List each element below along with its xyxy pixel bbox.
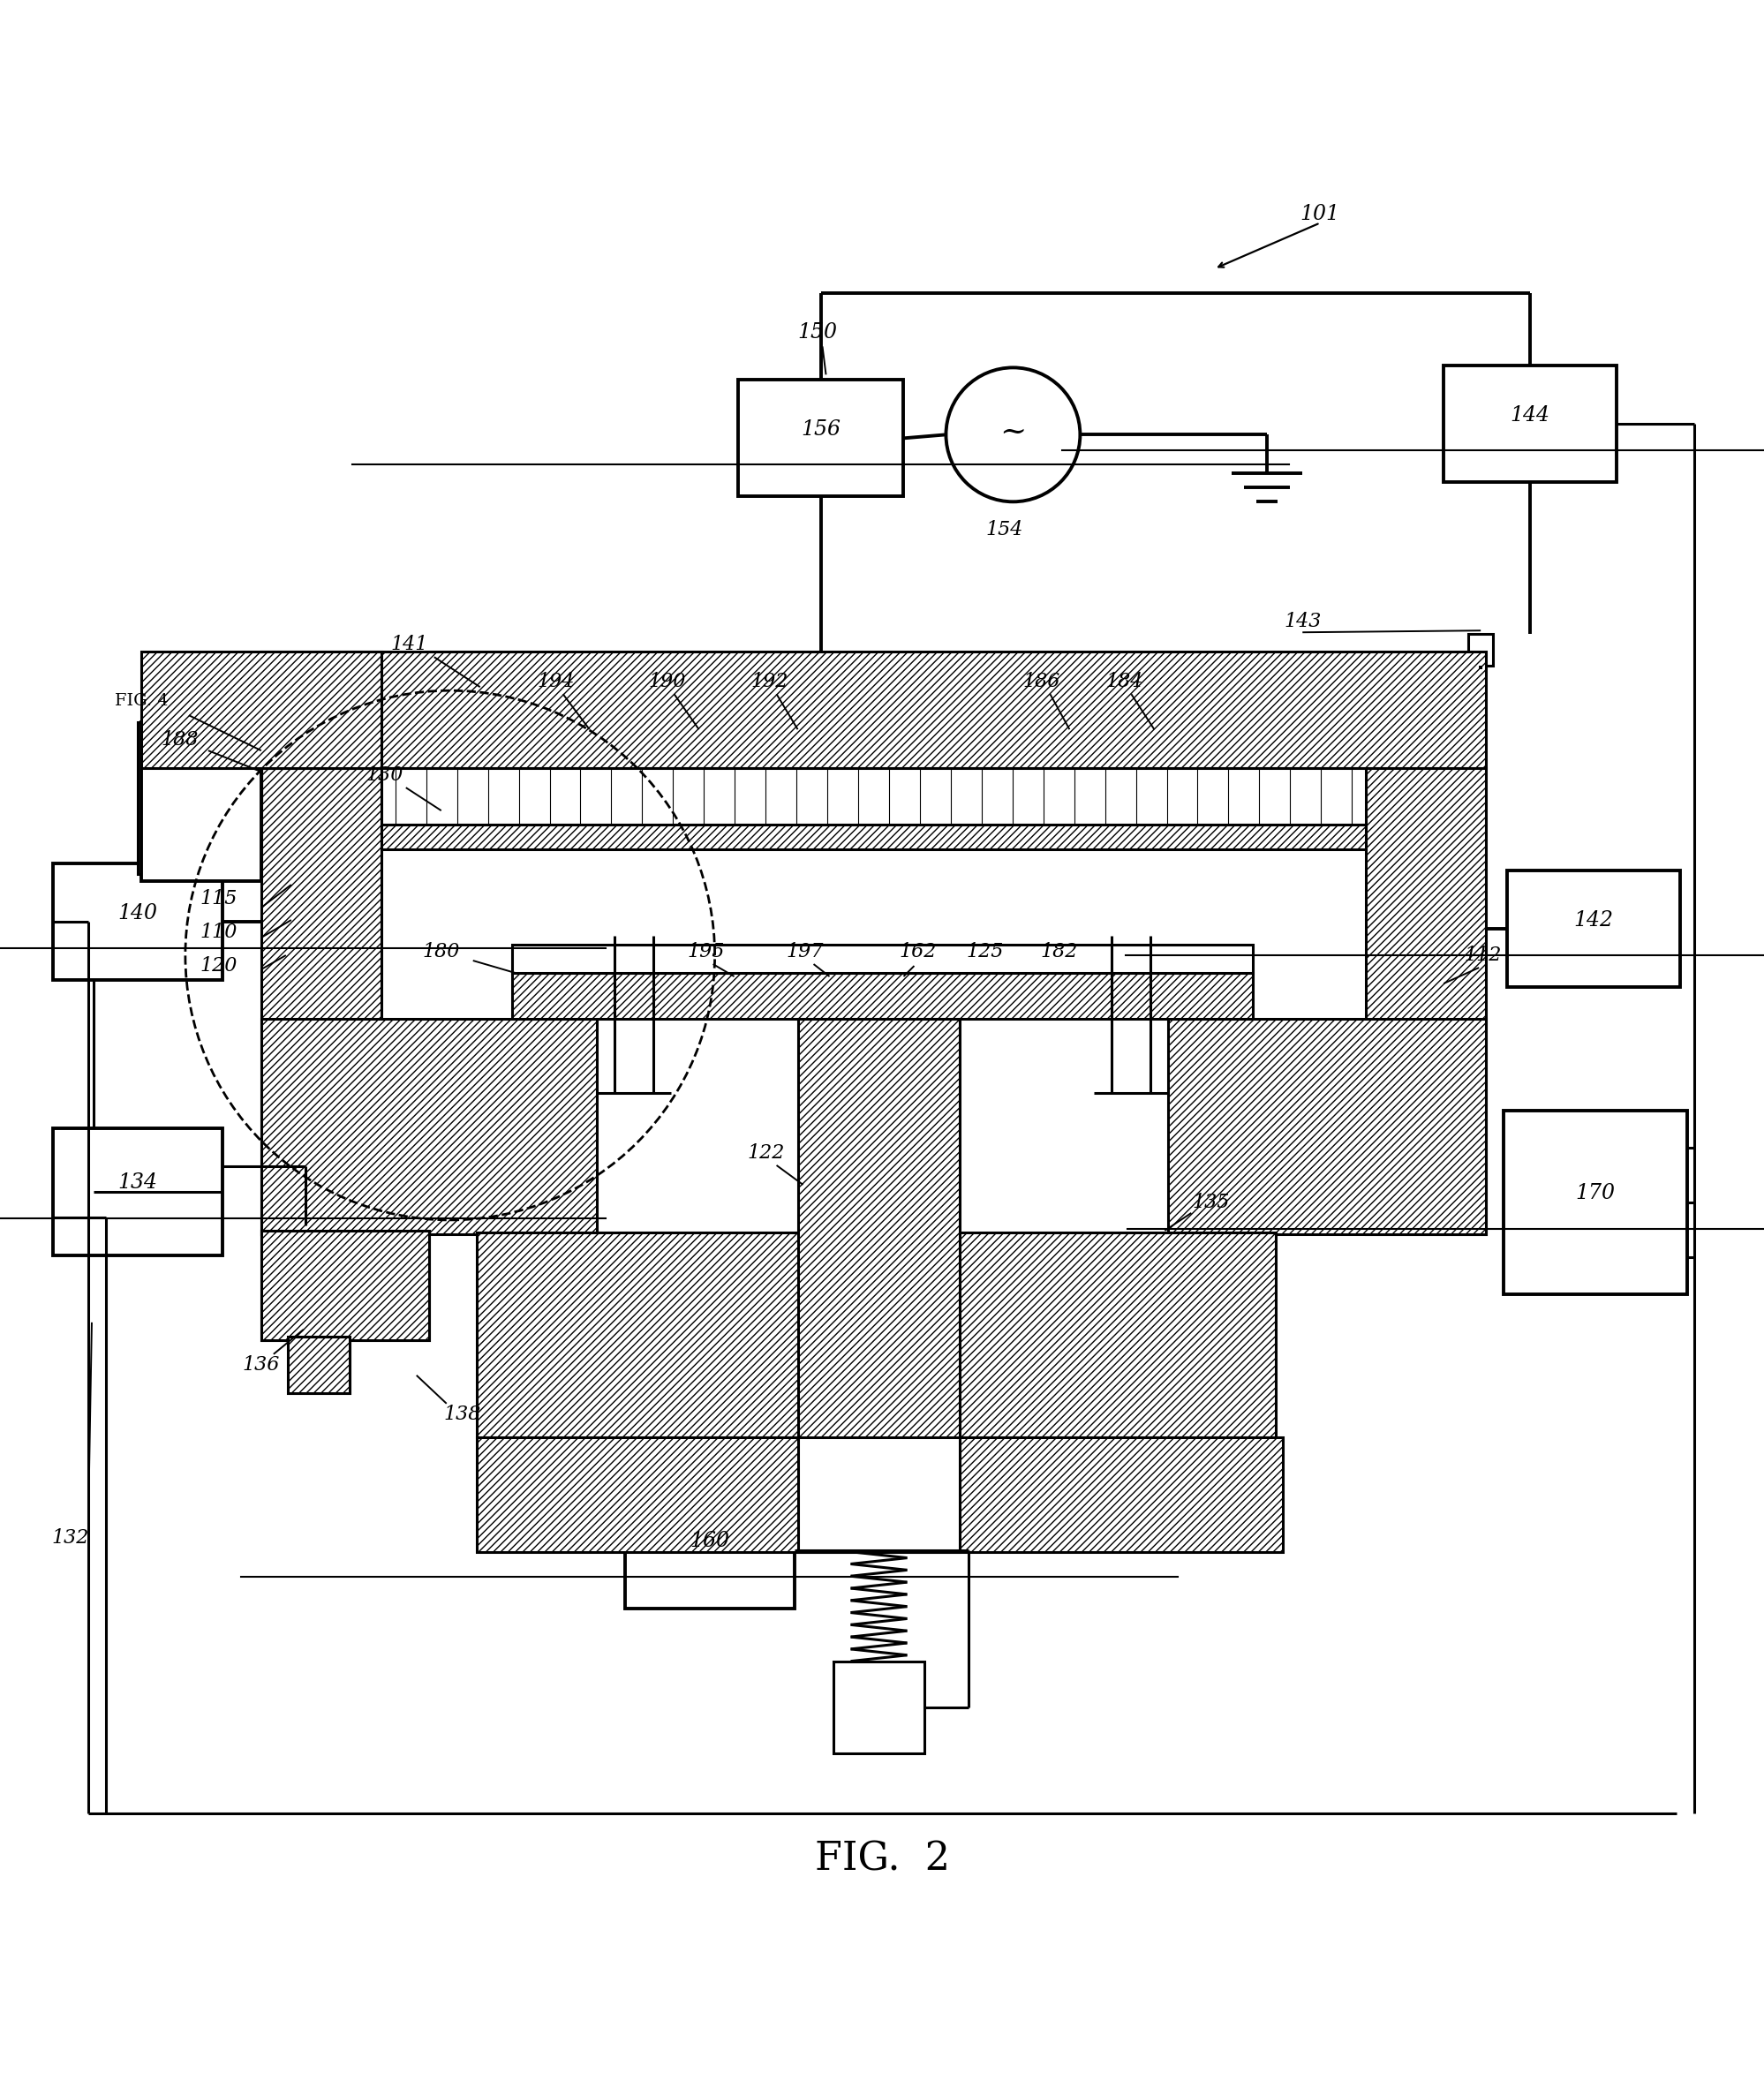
Bar [1503, 1111, 1686, 1294]
Text: 142: 142 [1573, 909, 1612, 930]
Text: 115: 115 [199, 888, 238, 909]
Bar [261, 768, 381, 1233]
Bar [141, 722, 261, 801]
Bar [512, 973, 1252, 1019]
Text: 141: 141 [390, 634, 429, 655]
Text: 192: 192 [750, 672, 789, 691]
Bar [1365, 768, 1485, 1233]
Text: 162: 162 [898, 942, 937, 961]
Text: 135: 135 [1191, 1192, 1230, 1213]
Bar [261, 651, 1485, 768]
Text: 101: 101 [1300, 204, 1339, 225]
Text: 154: 154 [984, 520, 1023, 539]
Text: 110: 110 [199, 924, 238, 942]
Bar [141, 722, 261, 801]
Text: FIG.  2: FIG. 2 [815, 1841, 949, 1878]
Circle shape [946, 368, 1080, 501]
Bar [53, 863, 222, 980]
Text: 180: 180 [422, 942, 460, 961]
Bar [141, 722, 261, 882]
Bar [381, 849, 1365, 1233]
Text: 144: 144 [1510, 406, 1549, 426]
Text: 125: 125 [965, 942, 1004, 961]
Text: 170: 170 [1575, 1184, 1614, 1204]
Bar [797, 1437, 960, 1552]
Bar [833, 1662, 924, 1753]
Bar [1468, 634, 1492, 666]
Text: 120: 120 [199, 957, 238, 976]
Bar [53, 1127, 222, 1256]
Bar [288, 1337, 349, 1394]
Text: 122: 122 [746, 1144, 785, 1163]
Bar [381, 768, 1365, 824]
Text: 140: 140 [118, 903, 157, 924]
Text: 130: 130 [365, 765, 404, 784]
Bar [1168, 1019, 1485, 1233]
Text: 160: 160 [690, 1531, 729, 1552]
Text: 134: 134 [118, 1173, 157, 1194]
Text: 150: 150 [797, 322, 836, 343]
Bar [261, 1019, 596, 1233]
Bar [797, 1019, 960, 1446]
Bar [737, 381, 903, 497]
Bar [381, 824, 1365, 849]
Text: 143: 143 [1282, 612, 1321, 632]
Text: 156: 156 [801, 420, 840, 439]
Text: 182: 182 [1039, 942, 1078, 961]
Bar [261, 1231, 429, 1340]
Text: 186: 186 [1021, 672, 1060, 691]
Bar [476, 1437, 1282, 1552]
Text: 112: 112 [1462, 946, 1501, 965]
Bar [949, 1231, 1275, 1437]
Text: FIG. 4: FIG. 4 [115, 693, 168, 709]
Bar [624, 1491, 794, 1608]
Text: 184: 184 [1104, 672, 1143, 691]
Text: 194: 194 [536, 672, 575, 691]
Bar [1506, 872, 1679, 988]
Text: 197: 197 [785, 942, 824, 961]
Text: 138: 138 [443, 1404, 482, 1425]
Text: 132: 132 [51, 1529, 90, 1548]
Text: ~: ~ [998, 416, 1027, 445]
Bar [261, 1231, 429, 1340]
Bar [476, 1231, 811, 1437]
Text: 190: 190 [647, 672, 686, 691]
Text: 136: 136 [242, 1354, 280, 1375]
Text: 195: 195 [686, 942, 725, 961]
Bar [288, 1337, 349, 1394]
Bar [141, 651, 381, 768]
Bar [138, 722, 261, 874]
Bar [1443, 366, 1616, 483]
Text: 188: 188 [161, 730, 199, 749]
Bar [512, 944, 1252, 973]
